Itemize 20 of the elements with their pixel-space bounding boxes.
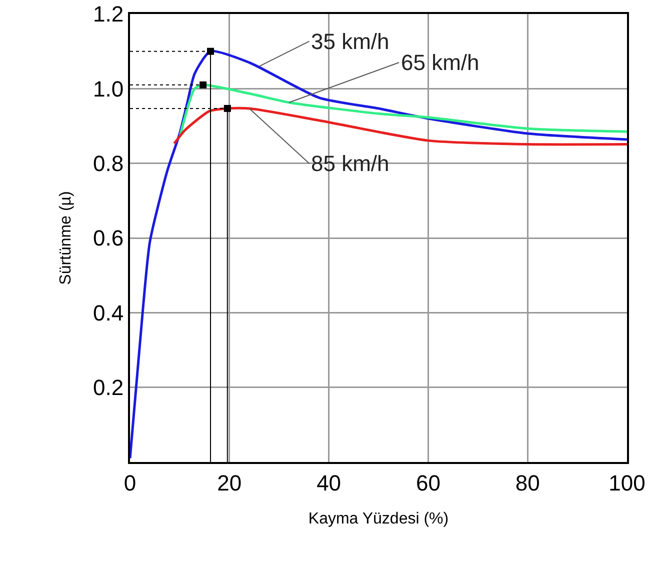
x-axis-title: Kayma Yüzdesi (%) xyxy=(308,510,449,528)
y-tick-label: 0.2 xyxy=(93,375,124,400)
y-tick-label: 0.8 xyxy=(93,151,124,176)
x-tick-label: 0 xyxy=(124,470,136,496)
point xyxy=(207,48,214,55)
y-tick-label: 1.2 xyxy=(93,2,124,27)
annotation: 35 km/h xyxy=(311,29,390,54)
y-tick-label: 0.4 xyxy=(93,300,124,326)
x-tick-label: 100 xyxy=(608,470,646,496)
x-tick-label: 60 xyxy=(416,470,440,496)
annotation: 65 km/h xyxy=(401,50,480,75)
annotation: 85 km/h xyxy=(311,151,390,176)
x-tick-label: 80 xyxy=(515,470,540,496)
y-tick-label: 0.6 xyxy=(93,226,124,251)
x-tick-label: 20 xyxy=(217,470,242,496)
y-axis-title: Sürtünme (µ) xyxy=(57,191,74,285)
x-tick-label: 40 xyxy=(316,470,342,496)
y-tick-label: 1.0 xyxy=(93,76,124,102)
point xyxy=(224,104,231,112)
point xyxy=(200,81,207,88)
